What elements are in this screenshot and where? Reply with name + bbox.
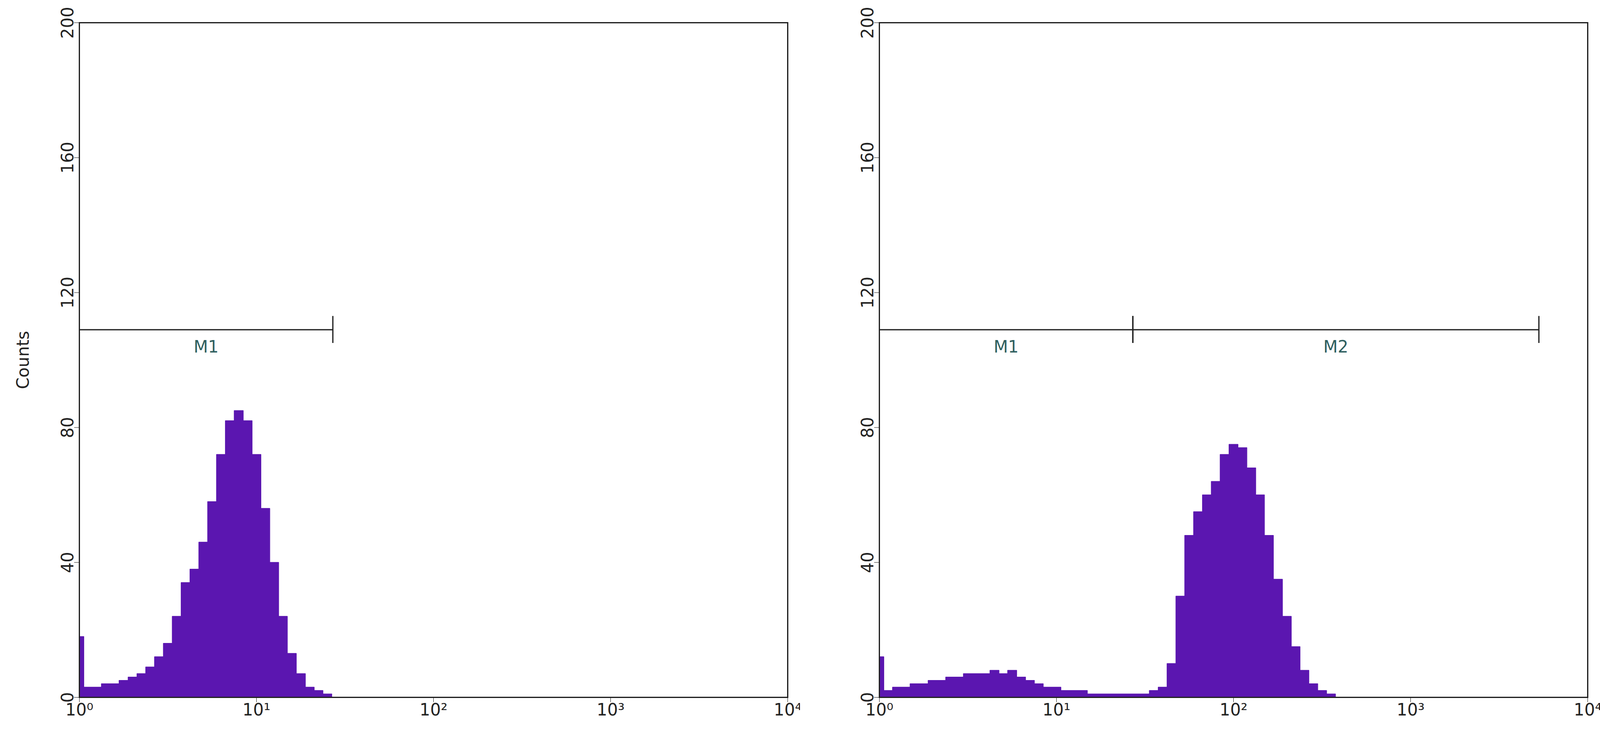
svg-text:200: 200: [857, 6, 878, 39]
svg-text:Counts: Counts: [13, 330, 33, 390]
svg-text:10⁰: 10⁰: [865, 700, 894, 720]
svg-text:0: 0: [857, 692, 877, 703]
svg-text:0: 0: [57, 692, 77, 703]
svg-text:200: 200: [57, 6, 78, 39]
svg-text:80: 80: [57, 416, 78, 438]
svg-text:80: 80: [857, 416, 878, 438]
svg-text:10¹: 10¹: [242, 700, 271, 720]
svg-text:40: 40: [857, 551, 878, 573]
svg-text:10⁰: 10⁰: [65, 700, 94, 720]
svg-text:M1: M1: [193, 337, 219, 357]
svg-text:M1: M1: [993, 337, 1019, 357]
svg-text:10²: 10²: [1219, 700, 1248, 720]
svg-text:120: 120: [57, 276, 78, 309]
svg-text:160: 160: [857, 141, 878, 174]
svg-text:10⁴: 10⁴: [1573, 700, 1600, 720]
svg-text:10¹: 10¹: [1042, 700, 1071, 720]
svg-text:M2: M2: [1323, 337, 1349, 357]
svg-text:10³: 10³: [1396, 700, 1425, 720]
svg-text:10²: 10²: [419, 700, 448, 720]
svg-text:160: 160: [57, 141, 78, 174]
svg-text:10⁴: 10⁴: [773, 700, 800, 720]
svg-text:40: 40: [57, 551, 78, 573]
svg-text:120: 120: [857, 276, 878, 309]
svg-text:10³: 10³: [596, 700, 625, 720]
